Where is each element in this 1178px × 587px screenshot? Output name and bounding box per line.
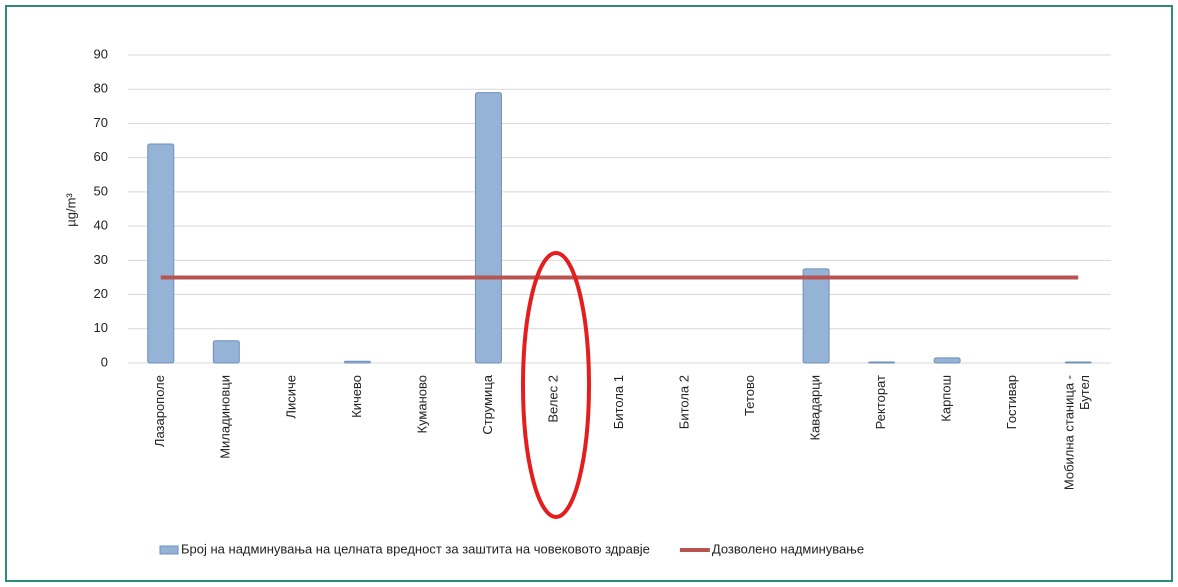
- y-tick-label: 50: [94, 183, 108, 198]
- x-tick-label: Ректорат: [873, 375, 888, 429]
- bar: [474, 92, 502, 364]
- x-tick-label: Миладиновци: [218, 375, 233, 459]
- bar: [802, 268, 830, 364]
- x-tick-label: Кичево: [349, 375, 364, 418]
- x-tick-label: Гостивар: [1004, 375, 1019, 429]
- legend-label: Број на надминувања на целната вредност …: [181, 541, 650, 556]
- x-tick-label: Тетово: [742, 375, 757, 416]
- highlight-ellipse: [521, 251, 591, 519]
- legend-swatch: [159, 545, 179, 555]
- x-tick-label: Карпош: [939, 375, 954, 422]
- y-tick-label: 80: [94, 81, 108, 96]
- plot: 0 10 20 30 40 50 60 70 80 90 Лазарополе Миладиновци…: [94, 46, 1111, 556]
- x-tick-label: Битола 2: [676, 375, 691, 429]
- y-tick-label: 30: [94, 252, 108, 267]
- x-tick-label: Велес 2: [545, 375, 560, 423]
- y-tick-label: 20: [94, 286, 108, 301]
- bar: [147, 143, 175, 364]
- y-tick-label: 40: [94, 218, 108, 233]
- x-tick-label: Мобилна станица -Бутел: [1062, 375, 1093, 490]
- y-tick-label: 10: [94, 320, 108, 335]
- x-tick-label: Куманово: [414, 375, 429, 434]
- x-tick-label: Струмица: [480, 374, 495, 434]
- bar: [212, 340, 240, 364]
- y-tick-label: 60: [94, 149, 108, 164]
- legend-label: Дозволено надминување: [712, 541, 864, 556]
- bar: [868, 361, 896, 364]
- x-tick-label: Битола 1: [611, 375, 626, 429]
- frame: [5, 5, 1173, 582]
- bar: [933, 357, 961, 364]
- y-tick-label: 90: [94, 46, 108, 61]
- bar: [1064, 361, 1092, 364]
- x-tick-label: Лазарополе: [152, 375, 167, 447]
- x-tick-label: Кавадарци: [808, 375, 823, 441]
- bar: [343, 360, 371, 364]
- y-tick-label: 70: [94, 115, 108, 130]
- x-tick-label: Лисиче: [283, 375, 298, 419]
- y-tick-label: 0: [101, 354, 108, 369]
- y-axis-label: µg/m³: [63, 193, 78, 227]
